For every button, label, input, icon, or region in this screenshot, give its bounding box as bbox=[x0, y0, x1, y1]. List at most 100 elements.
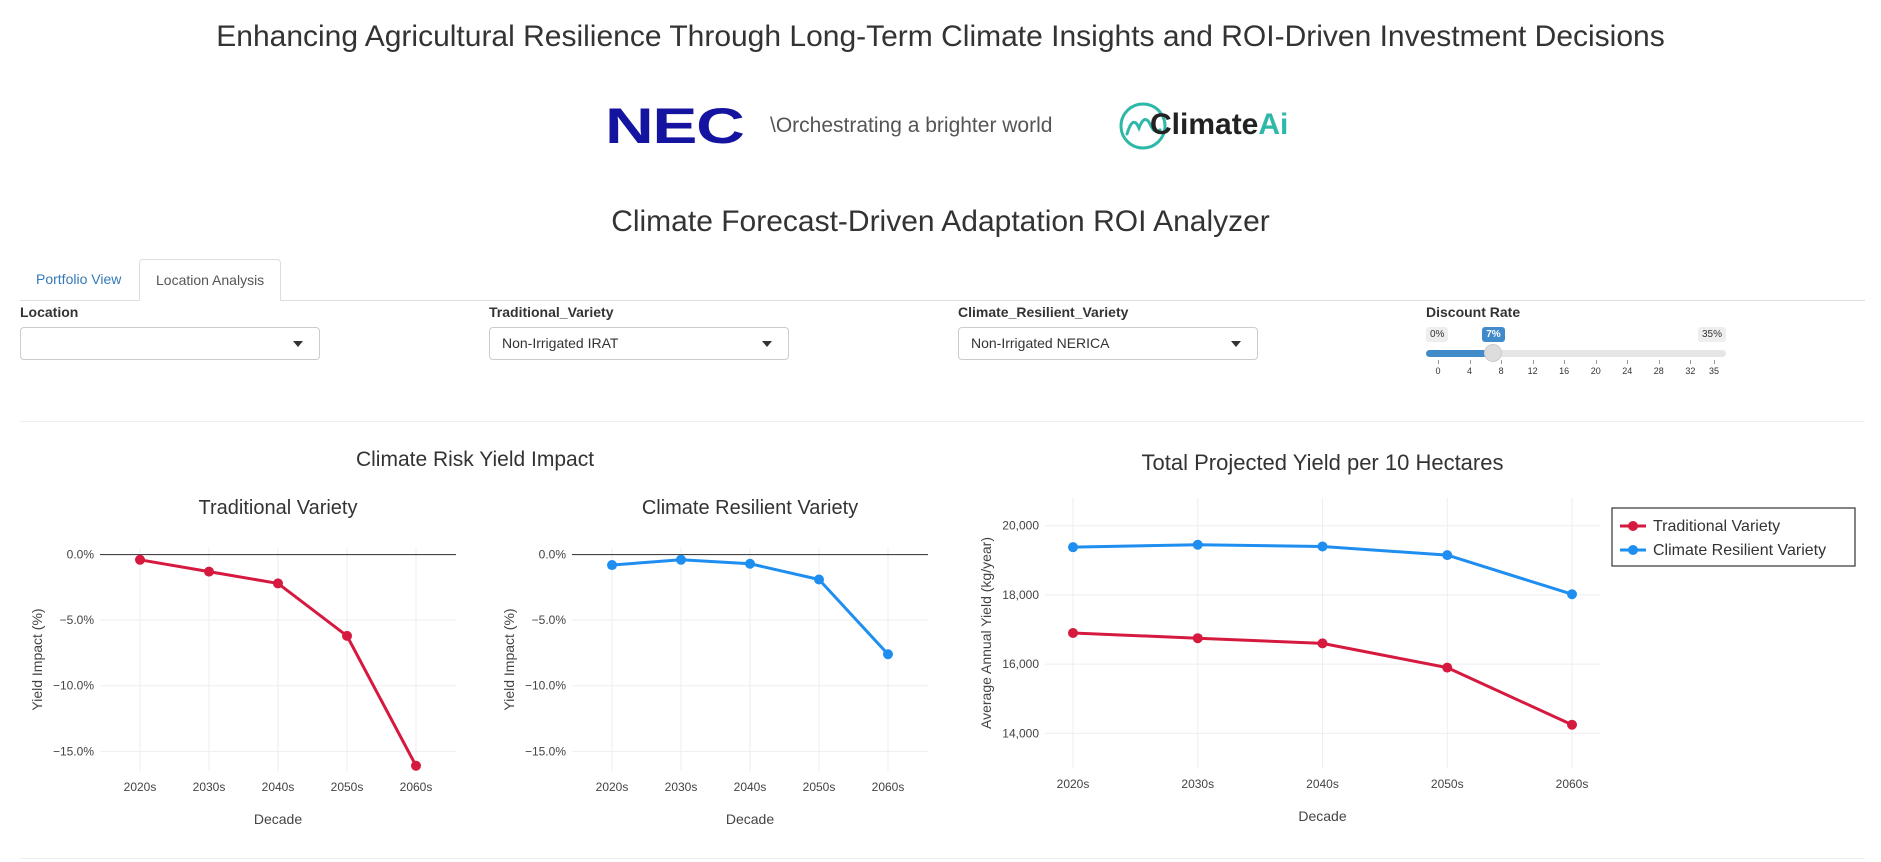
slider-min-label: 0% bbox=[1426, 327, 1449, 342]
y-tick-label: −5.0% bbox=[60, 613, 95, 627]
discount-rate-slider[interactable]: 0% 35% 7% 0 4 8 12 16 20 24 28 32 35 bbox=[1426, 326, 1726, 386]
tab-bar: Portfolio View Location Analysis bbox=[20, 259, 1865, 301]
x-tick-label: 2060s bbox=[400, 780, 433, 794]
x-tick-label: 2030s bbox=[665, 780, 698, 794]
slider-tick-label: 4 bbox=[1467, 366, 1473, 376]
x-tick-label: 2020s bbox=[596, 780, 629, 794]
data-point bbox=[1192, 539, 1203, 550]
x-tick-label: 2050s bbox=[803, 780, 836, 794]
data-point bbox=[1567, 589, 1577, 600]
climateai-logo-text: Climate bbox=[1150, 108, 1259, 141]
page-title: Enhancing Agricultural Resilience Throug… bbox=[216, 20, 1665, 53]
tab-location-analysis[interactable]: Location Analysis bbox=[139, 259, 282, 301]
chevron-down-icon bbox=[762, 341, 772, 347]
slider-value-label: 7% bbox=[1482, 327, 1505, 342]
chart-legend: Traditional Variety Climate Resilient Var… bbox=[1611, 507, 1856, 567]
data-point bbox=[411, 760, 421, 771]
data-point bbox=[607, 560, 617, 571]
location-label: Location bbox=[20, 304, 79, 320]
traditional-variety-value: Non-Irrigated IRAT bbox=[502, 335, 619, 351]
slider-tick-mark bbox=[1658, 360, 1660, 364]
data-point bbox=[135, 554, 145, 565]
resilient-variety-select[interactable]: Non-Irrigated NERICA bbox=[958, 327, 1258, 360]
x-tick-label: 2040s bbox=[734, 780, 767, 794]
resilient-variety-value: Non-Irrigated NERICA bbox=[971, 335, 1110, 351]
legend-box bbox=[1611, 507, 1856, 567]
data-point bbox=[1068, 542, 1078, 553]
data-point bbox=[1068, 628, 1078, 638]
x-tick-label: 2050s bbox=[1431, 777, 1464, 791]
slider-tick-mark bbox=[1627, 360, 1629, 364]
slider-tick-label: 24 bbox=[1622, 366, 1633, 376]
location-select[interactable] bbox=[20, 327, 320, 360]
data-point bbox=[204, 566, 214, 577]
slider-tick-label: 8 bbox=[1498, 366, 1504, 376]
x-tick-label: 2030s bbox=[193, 780, 226, 794]
chart-traditional-yield-impact: Traditional Variety 2020s 2030s 2040s 2050s 2… bbox=[29, 497, 456, 827]
divider-bottom bbox=[20, 858, 1865, 859]
chart-total-projected-yield: Total Projected Yield per 10 Hectares 202… bbox=[978, 450, 1856, 824]
resilient-variety-label: Climate_Resilient_Variety bbox=[958, 304, 1129, 320]
legend-entry-label[interactable]: Traditional Variety bbox=[1653, 518, 1780, 535]
climateai-logo-icon bbox=[1119, 102, 1167, 150]
slider-tick-label: 20 bbox=[1590, 366, 1601, 376]
chevron-down-icon bbox=[1231, 341, 1241, 347]
slider-handle[interactable] bbox=[1484, 344, 1503, 362]
x-tick-label: 2060s bbox=[1556, 777, 1589, 791]
slider-tick-mark bbox=[1690, 360, 1692, 364]
slider-tick-mark bbox=[1714, 360, 1715, 364]
data-point bbox=[814, 574, 824, 585]
slider-track[interactable] bbox=[1426, 350, 1726, 357]
x-tick-label: 2030s bbox=[1181, 777, 1214, 791]
y-tick-label: 14,000 bbox=[1002, 726, 1039, 740]
legend-swatch-marker bbox=[1628, 545, 1638, 555]
data-point bbox=[1317, 541, 1328, 552]
nec-tagline: \Orchestrating a brighter world bbox=[770, 114, 1053, 137]
data-point bbox=[676, 554, 686, 565]
divider bbox=[20, 421, 1865, 422]
chart-resilient-yield-impact: Climate Resilient Variety 2020s 2030s 2040s… bbox=[501, 497, 928, 827]
legend-swatch-marker bbox=[1628, 521, 1638, 531]
slider-tick-mark bbox=[1595, 360, 1597, 364]
legend-entry-label[interactable]: Climate Resilient Variety bbox=[1653, 542, 1826, 559]
chart-group-title: Climate Risk Yield Impact bbox=[355, 448, 595, 471]
x-tick-label: 2060s bbox=[872, 780, 905, 794]
data-point bbox=[1192, 633, 1203, 644]
traditional-variety-select[interactable]: Non-Irrigated IRAT bbox=[489, 327, 789, 360]
slider-tick-label: 12 bbox=[1527, 366, 1538, 376]
y-tick-label: 20,000 bbox=[1002, 519, 1039, 533]
data-point bbox=[745, 558, 755, 569]
y-tick-label: −10.0% bbox=[525, 679, 566, 693]
discount-rate-label: Discount Rate bbox=[1426, 304, 1521, 320]
slider-tick-label: 35 bbox=[1708, 366, 1719, 376]
data-point bbox=[1317, 638, 1328, 649]
y-tick-label: −10.0% bbox=[53, 679, 94, 693]
x-tick-label: 2050s bbox=[331, 780, 364, 794]
slider-tick-mark bbox=[1501, 360, 1503, 364]
x-tick-label: 2040s bbox=[262, 780, 295, 794]
x-axis-label: Decade bbox=[254, 811, 302, 827]
slider-fill bbox=[1426, 350, 1494, 357]
traditional-variety-label: Traditional_Variety bbox=[489, 304, 614, 320]
x-axis-label: Decade bbox=[726, 811, 774, 827]
x-tick-label: 2040s bbox=[1306, 777, 1339, 791]
x-axis-label: Decade bbox=[1298, 808, 1346, 824]
y-tick-label: −15.0% bbox=[53, 744, 94, 758]
y-tick-label: 16,000 bbox=[1002, 657, 1039, 671]
x-tick-label: 2020s bbox=[1057, 777, 1090, 791]
climateai-logo-ai: Ai bbox=[1258, 108, 1289, 141]
app-title: Climate Forecast-Driven Adaptation ROI A… bbox=[611, 205, 1270, 238]
x-tick-label: 2020s bbox=[124, 780, 157, 794]
y-tick-label: 0.0% bbox=[67, 548, 95, 562]
data-point bbox=[1567, 719, 1577, 730]
y-tick-label: 18,000 bbox=[1002, 588, 1039, 602]
slider-max-label: 35% bbox=[1697, 327, 1726, 342]
slider-tick-mark bbox=[1438, 360, 1439, 364]
data-point bbox=[1442, 662, 1453, 673]
chart-title: Climate Resilient Variety bbox=[642, 497, 858, 519]
slider-tick-label: 28 bbox=[1653, 366, 1664, 376]
tab-portfolio-view[interactable]: Portfolio View bbox=[36, 271, 122, 287]
slider-tick-label: 16 bbox=[1559, 366, 1570, 376]
slider-tick-label: 0 bbox=[1435, 366, 1441, 376]
y-axis-label: Yield Impact (%) bbox=[501, 608, 517, 710]
